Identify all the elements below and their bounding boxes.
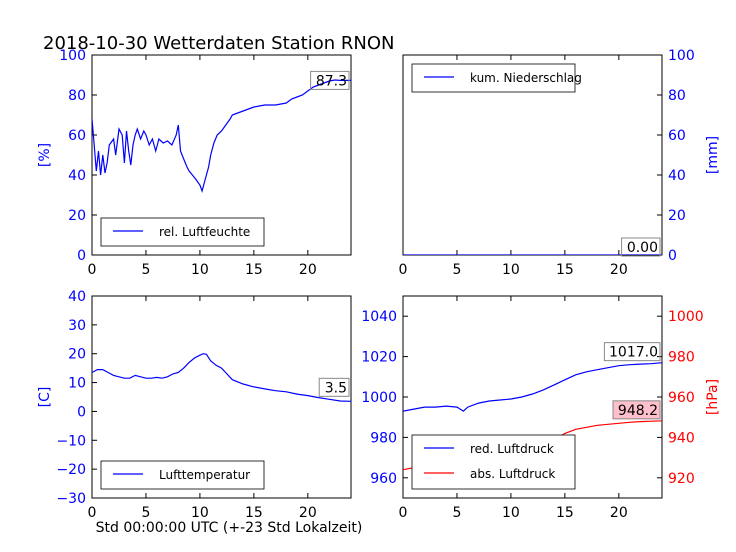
series-line-rel-luftfeuchte xyxy=(92,79,351,193)
chart-bottom-left: 0 5 10 15 20 −30 −20 −10 0 10 20 30 40 [C] Std 00:00:0… xyxy=(37,289,362,536)
value-annotation-box xyxy=(612,400,661,420)
legend-label: kum. Niederschlag xyxy=(470,71,582,85)
figure-title: 2018-10-30 Wetterdaten Station RNON xyxy=(43,33,394,54)
value-annotation: 3.5 xyxy=(325,380,347,396)
value-annotation-box xyxy=(310,70,350,90)
y-tick-label: 0 xyxy=(77,248,86,264)
value-annotation: 948.2 xyxy=(618,403,658,419)
y-tick-label: 100 xyxy=(59,48,86,64)
y-tick-label: 80 xyxy=(668,88,686,104)
series-line-lufttemperatur xyxy=(92,353,351,402)
y-tick-label: 20 xyxy=(68,208,86,224)
x-tick-label: 0 xyxy=(88,262,97,278)
x-tick-label: 15 xyxy=(556,505,574,521)
x-tick-label: 0 xyxy=(88,505,97,521)
y-tick-label: 40 xyxy=(668,168,686,184)
y-tick-label: 980 xyxy=(668,350,695,366)
value-annotation-box xyxy=(603,342,661,362)
x-tick-label: 0 xyxy=(399,262,408,278)
y-tick-label: 30 xyxy=(68,318,86,334)
y-axis-label: [mm] xyxy=(705,136,721,174)
y-tick-label: −20 xyxy=(56,462,86,478)
x-tick-label: 15 xyxy=(245,505,263,521)
value-annotation: 87.3 xyxy=(316,73,347,89)
plot-frame xyxy=(91,54,352,256)
x-tick-label: 20 xyxy=(299,505,317,521)
x-tick-label: 10 xyxy=(502,505,520,521)
value-annotation: 1017.0 xyxy=(609,345,658,361)
y-tick-label: 20 xyxy=(668,208,686,224)
legend-label: rel. Luftfeuchte xyxy=(159,225,250,239)
y-tick-label: 40 xyxy=(68,289,86,305)
y-tick-label: 0 xyxy=(668,248,677,264)
y-tick-label: 1020 xyxy=(361,350,397,366)
y-tick-label: 920 xyxy=(668,471,695,487)
legend-box xyxy=(100,217,265,247)
x-tick-label: 10 xyxy=(502,262,520,278)
y-tick-label: 960 xyxy=(668,390,695,406)
legend-label: abs. Luftdruck xyxy=(470,467,555,481)
x-tick-label: 15 xyxy=(556,262,574,278)
y-tick-label: 980 xyxy=(370,430,397,446)
legend-box xyxy=(411,63,576,93)
y-tick-label: 10 xyxy=(68,376,86,392)
y-axis-label: [%] xyxy=(37,143,53,167)
y-tick-label: 960 xyxy=(370,471,397,487)
y-axis-label: [hPa] xyxy=(705,379,721,415)
x-axis-label: Std 00:00:00 UTC (+-23 Std Lokalzeit) xyxy=(96,520,363,536)
y-tick-label: 20 xyxy=(68,347,86,363)
x-tick-label: 0 xyxy=(399,505,408,521)
y-tick-label: 40 xyxy=(68,168,86,184)
value-annotation: 0.00 xyxy=(627,240,658,256)
value-annotation-box xyxy=(318,377,350,397)
y-tick-label: 80 xyxy=(68,88,86,104)
y-tick-label: 940 xyxy=(668,430,695,446)
chart-bottom-right: 0 5 10 15 20 960 980 1000 1020 1040 920 940 960 980 10… xyxy=(361,295,721,521)
y-tick-label: 1040 xyxy=(361,309,397,325)
x-tick-label: 20 xyxy=(299,262,317,278)
plot-frame xyxy=(91,295,352,499)
y-tick-label: 1000 xyxy=(361,390,397,406)
chart-top-right: 0 5 10 15 20 0 20 40 60 80 100 [mm] 0.00 kum. Nieders… xyxy=(399,48,721,278)
y-tick-label: 60 xyxy=(668,128,686,144)
y-tick-label: 60 xyxy=(68,128,86,144)
x-tick-label: 10 xyxy=(191,505,209,521)
legend-label: red. Luftdruck xyxy=(470,442,554,456)
chart-top-left: 0 5 10 15 20 0 20 40 60 80 100 [%] 87.3 rel. Luftfeuc… xyxy=(37,48,352,278)
x-tick-label: 5 xyxy=(452,262,461,278)
y-tick-label: −30 xyxy=(56,491,86,507)
x-tick-label: 20 xyxy=(610,262,628,278)
y-tick-label: 100 xyxy=(668,48,695,64)
legend-label: Lufttemperatur xyxy=(159,468,250,482)
y-tick-label: 0 xyxy=(77,404,86,420)
y-axis-label: [C] xyxy=(37,387,53,408)
x-tick-label: 5 xyxy=(141,505,150,521)
y-tick-label: −10 xyxy=(56,433,86,449)
legend-box xyxy=(411,434,576,490)
x-tick-label: 15 xyxy=(245,262,263,278)
y-tick-label: 1000 xyxy=(668,309,704,325)
legend-box xyxy=(100,460,265,490)
series-line-red-luftdruck xyxy=(403,362,662,412)
x-tick-label: 5 xyxy=(452,505,461,521)
value-annotation-box xyxy=(621,237,661,257)
x-tick-label: 20 xyxy=(610,505,628,521)
x-tick-label: 5 xyxy=(141,262,150,278)
x-tick-label: 10 xyxy=(191,262,209,278)
